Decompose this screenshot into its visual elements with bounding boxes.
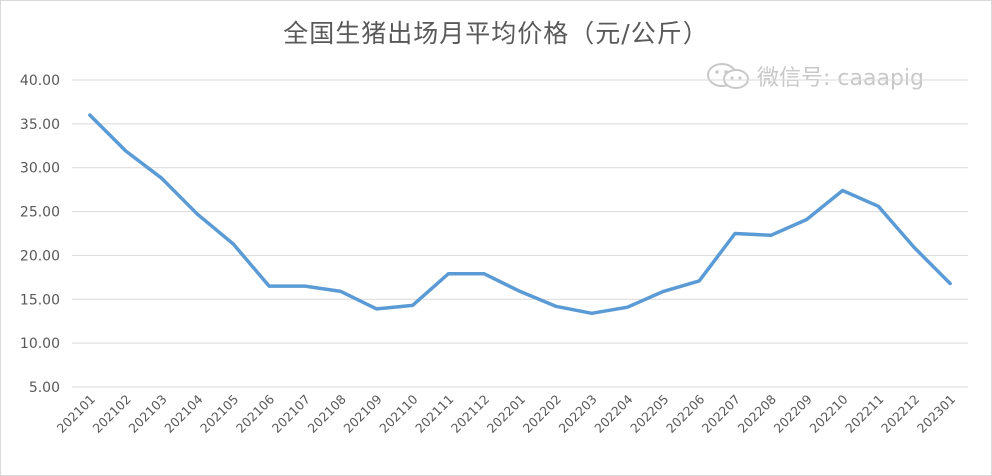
- x-tick-label: 202104: [161, 391, 205, 435]
- data-point: [876, 204, 880, 208]
- x-tick-label: 202109: [340, 391, 384, 435]
- series-lines: [88, 113, 952, 316]
- x-tick-label: 202204: [591, 391, 635, 435]
- x-tick-label: 202207: [699, 392, 743, 436]
- data-point: [912, 246, 916, 249]
- wechat-icon: [707, 63, 749, 89]
- x-tick-label: 202101: [54, 392, 98, 436]
- x-tick-label: 202106: [233, 391, 277, 435]
- x-tick-label: 202105: [197, 392, 241, 436]
- x-tick-label: 202202: [520, 392, 564, 436]
- x-tick-label: 202103: [125, 392, 169, 436]
- data-point: [590, 311, 594, 315]
- x-tick-label: 202102: [90, 392, 134, 436]
- x-tick-label: 202301: [914, 392, 958, 436]
- data-point: [805, 218, 809, 221]
- chart-title: 全国生猪出场月平均价格（元/公斤）: [283, 19, 709, 48]
- data-point: [339, 289, 343, 293]
- x-tick-label: 202205: [627, 392, 671, 436]
- x-tick-label: 202111: [412, 392, 456, 436]
- data-point: [733, 232, 737, 235]
- y-tick-label: 5.00: [29, 380, 60, 396]
- watermark: 微信号: caaapig: [705, 60, 924, 92]
- data-point: [411, 303, 414, 307]
- data-point: [160, 176, 164, 180]
- y-tick-label: 35.00: [20, 117, 60, 133]
- gridlines: [72, 79, 968, 388]
- data-point: [518, 289, 522, 293]
- y-tick-label: 20.00: [20, 248, 60, 264]
- x-tick-label: 202110: [376, 391, 420, 435]
- x-tick-label: 202206: [663, 391, 707, 435]
- data-point: [626, 305, 629, 309]
- data-point: [661, 289, 665, 293]
- x-tick-label: 202112: [448, 392, 492, 436]
- x-tick-label: 202108: [305, 391, 349, 435]
- y-tick-label: 10.00: [20, 336, 60, 352]
- x-tick-label: 202203: [555, 392, 599, 436]
- data-point: [267, 284, 271, 288]
- data-point: [124, 149, 128, 153]
- data-point: [195, 212, 199, 216]
- watermark-text: 微信号: caaapig: [757, 66, 924, 91]
- data-point: [303, 284, 307, 288]
- data-point: [482, 272, 486, 276]
- x-tick-label: 202211: [842, 392, 886, 436]
- data-point: [446, 272, 450, 276]
- data-point: [375, 307, 379, 311]
- data-point: [554, 304, 558, 308]
- y-axis-ticks: 5.00 10.00 15.00 20.00 25.00 30.00 35.00 40.00: [20, 73, 60, 396]
- x-tick-label: 202107: [269, 392, 313, 436]
- x-axis-ticks: 2021012021022021032021042021052021062021…: [54, 391, 959, 435]
- data-point: [948, 282, 952, 285]
- data-point: [769, 233, 773, 237]
- series-line: [88, 113, 952, 316]
- y-tick-label: 15.00: [20, 292, 60, 308]
- x-tick-label: 202210: [806, 391, 850, 435]
- data-point: [88, 113, 92, 117]
- data-point: [841, 189, 845, 192]
- y-tick-label: 30.00: [20, 161, 60, 177]
- data-point: [697, 279, 701, 283]
- x-tick-label: 202212: [878, 392, 922, 436]
- x-tick-label: 202209: [770, 391, 814, 435]
- y-tick-label: 40.00: [20, 73, 60, 89]
- x-tick-label: 202201: [484, 392, 528, 436]
- x-tick-label: 202208: [735, 391, 779, 435]
- data-point: [231, 242, 235, 246]
- y-tick-label: 25.00: [20, 205, 60, 221]
